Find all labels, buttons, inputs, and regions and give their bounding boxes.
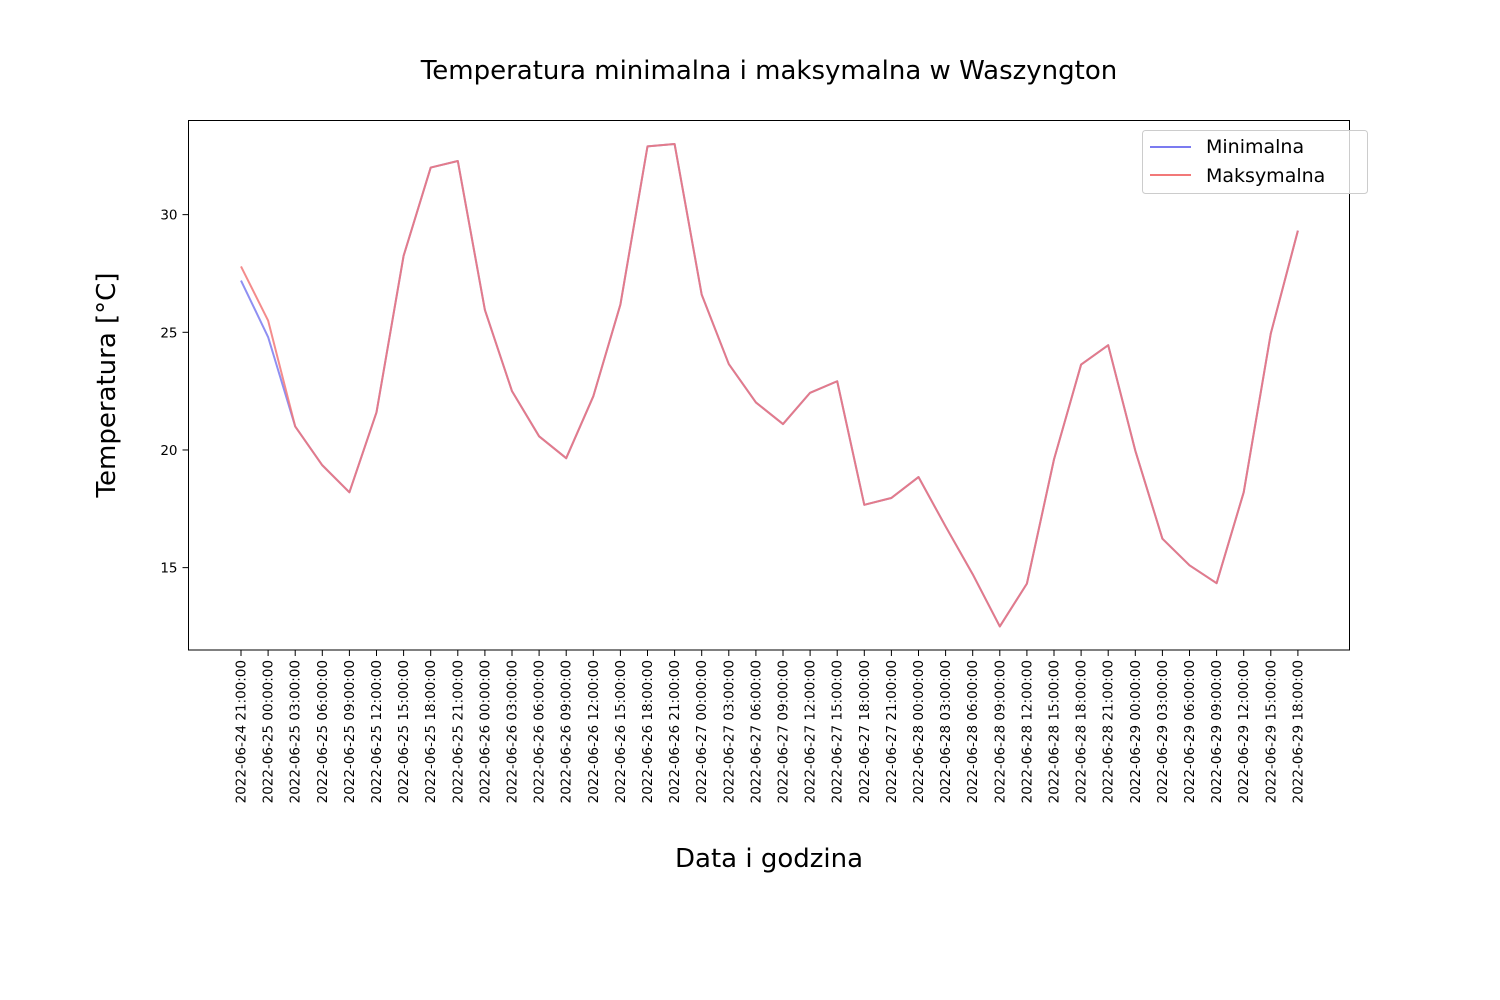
x-tick-label: 2022-06-27 09:00:00 (776, 660, 792, 803)
x-tick-label: 2022-06-27 03:00:00 (721, 660, 737, 803)
x-axis-label: Data i godzina (675, 844, 863, 874)
x-tick-label: 2022-06-26 06:00:00 (532, 660, 548, 803)
y-axis: 15 20 25 30 (160, 208, 189, 577)
legend-label-maksymalna: Maksymalna (1206, 165, 1325, 187)
series-line-maksymalna (240, 143, 1299, 628)
legend-box (1142, 130, 1368, 194)
legend: Minimalna Maksymalna (1142, 130, 1368, 194)
series-points-maksymalna (240, 144, 1298, 627)
x-tick-label: 2022-06-25 18:00:00 (423, 660, 439, 803)
x-tick-label: 2022-06-27 15:00:00 (830, 660, 846, 803)
y-tick-label: 15 (160, 561, 177, 577)
x-tick-label: 2022-06-29 00:00:00 (1128, 660, 1144, 803)
x-tick-label: 2022-06-26 21:00:00 (667, 660, 683, 803)
x-tick-label: 2022-06-29 12:00:00 (1236, 660, 1252, 803)
x-tick-label: 2022-06-28 12:00:00 (1019, 660, 1035, 803)
x-tick-label: 2022-06-25 03:00:00 (288, 660, 304, 803)
chart-title: Temperatura minimalna i maksymalna w Was… (420, 56, 1117, 86)
x-tick-label: 2022-06-28 21:00:00 (1101, 660, 1117, 803)
x-tick-label: 2022-06-27 18:00:00 (857, 660, 873, 803)
x-tick-label: 2022-06-27 21:00:00 (884, 660, 900, 803)
x-tick-label: 2022-06-26 18:00:00 (640, 660, 656, 803)
x-tick-label: 2022-06-29 06:00:00 (1182, 660, 1198, 803)
y-axis-label: Temperatura [°C] (92, 273, 122, 499)
x-tick-label: 2022-06-27 06:00:00 (748, 660, 764, 803)
x-tick-label: 2022-06-28 18:00:00 (1074, 660, 1090, 803)
x-tick-label: 2022-06-26 03:00:00 (505, 660, 521, 803)
x-tick-label: 2022-06-25 15:00:00 (396, 660, 412, 803)
x-tick-label: 2022-06-25 06:00:00 (315, 660, 331, 803)
plot-area (240, 143, 1299, 628)
y-tick-label: 30 (160, 208, 177, 224)
x-tick-label: 2022-06-25 09:00:00 (342, 660, 358, 803)
x-tick-label: 2022-06-29 15:00:00 (1263, 660, 1279, 803)
x-tick-label: 2022-06-24 21:00:00 (234, 660, 250, 803)
legend-label-minimalna: Minimalna (1206, 136, 1304, 158)
x-tick-label: 2022-06-25 12:00:00 (369, 660, 385, 803)
x-tick-label: 2022-06-27 12:00:00 (803, 660, 819, 803)
x-tick-label: 2022-06-28 00:00:00 (911, 660, 927, 803)
x-tick-label: 2022-06-26 00:00:00 (477, 660, 493, 803)
y-tick-label: 25 (160, 325, 177, 341)
x-tick-label: 2022-06-29 03:00:00 (1155, 660, 1171, 803)
x-axis: 2022-06-24 21:00:00 2022-06-25 00:00:00 20… (234, 650, 1306, 803)
x-tick-label: 2022-06-28 03:00:00 (938, 660, 954, 803)
series-points-minimalna (240, 144, 1298, 627)
x-tick-label: 2022-06-29 09:00:00 (1209, 660, 1225, 803)
x-tick-label: 2022-06-28 09:00:00 (992, 660, 1008, 803)
x-tick-label: 2022-06-26 09:00:00 (559, 660, 575, 803)
x-tick-label: 2022-06-27 00:00:00 (694, 660, 710, 803)
x-tick-label: 2022-06-25 00:00:00 (261, 660, 277, 803)
y-tick-label: 20 (160, 443, 177, 459)
x-tick-label: 2022-06-26 15:00:00 (613, 660, 629, 803)
x-tick-label: 2022-06-28 06:00:00 (965, 660, 981, 803)
plot-frame (188, 120, 1350, 651)
x-tick-label: 2022-06-25 21:00:00 (450, 660, 466, 803)
x-tick-label: 2022-06-29 18:00:00 (1290, 660, 1306, 803)
x-tick-label: 2022-06-26 12:00:00 (586, 660, 602, 803)
x-tick-label: 2022-06-28 15:00:00 (1047, 660, 1063, 803)
series-line-minimalna (240, 143, 1299, 628)
